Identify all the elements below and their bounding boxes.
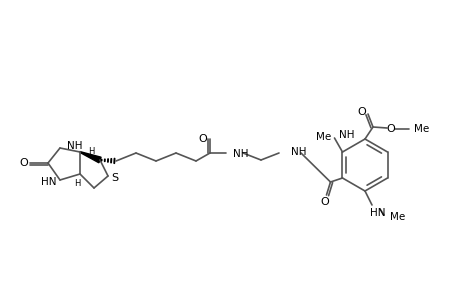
Text: O: O — [386, 124, 395, 134]
Text: NH: NH — [233, 149, 248, 159]
Text: NH: NH — [291, 147, 306, 157]
Text: Me: Me — [389, 212, 404, 222]
Text: NH: NH — [67, 141, 82, 151]
Text: HN: HN — [41, 177, 57, 187]
Text: O: O — [198, 134, 207, 144]
Text: O: O — [319, 197, 328, 207]
Text: S: S — [111, 173, 118, 183]
Text: H: H — [73, 178, 80, 188]
Polygon shape — [80, 152, 101, 163]
Text: NH: NH — [339, 130, 354, 140]
Text: Me: Me — [413, 124, 428, 134]
Text: Me: Me — [315, 132, 330, 142]
Text: O: O — [20, 158, 28, 168]
Text: HN: HN — [369, 208, 385, 218]
Text: O: O — [357, 107, 365, 117]
Text: H: H — [88, 146, 94, 155]
